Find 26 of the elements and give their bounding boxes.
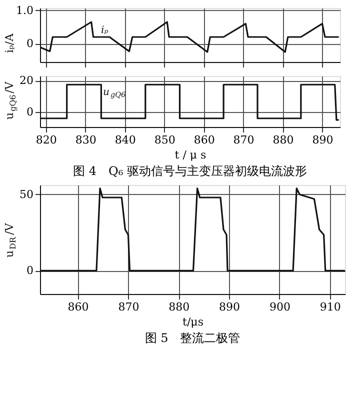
x-tick-label: 880 (168, 300, 190, 314)
x-tick-label: 860 (194, 134, 215, 146)
x-tick-label: 900 (269, 300, 290, 314)
x-tick-label: 870 (233, 134, 254, 146)
x-tick-label: 820 (36, 134, 57, 146)
x-axis-title: t/μs (182, 316, 204, 328)
x-tick-label: 830 (75, 134, 96, 146)
x-tick-label: 890 (219, 300, 240, 314)
x-tick-label: 910 (320, 300, 341, 314)
x-tick-label: 880 (272, 134, 294, 146)
annotation: iₚ (101, 25, 108, 36)
x-tick-label: 860 (68, 300, 89, 314)
x-tick-label: 840 (114, 134, 136, 146)
y-tick-label: 0 (26, 264, 34, 278)
text: 图 5 整流二极管 (144, 331, 240, 345)
y-tick-label: 0 (26, 37, 34, 50)
y-tick-label: 0 (26, 106, 34, 119)
y-tick-label: 20 (20, 74, 34, 88)
x-tick-label: 850 (154, 134, 176, 146)
y-axis-title: iₚ/A (3, 32, 16, 53)
x-tick-label: 890 (312, 134, 334, 146)
y-tick-label: 1.0 (16, 4, 34, 17)
text: 图 4 Q₆ 驱动信号与主变压器初级电流波形 (73, 164, 307, 178)
x-tick-label: 870 (118, 300, 140, 314)
x-axis-title: t / μ s (174, 148, 207, 162)
y-tick-label: 50 (20, 188, 34, 201)
